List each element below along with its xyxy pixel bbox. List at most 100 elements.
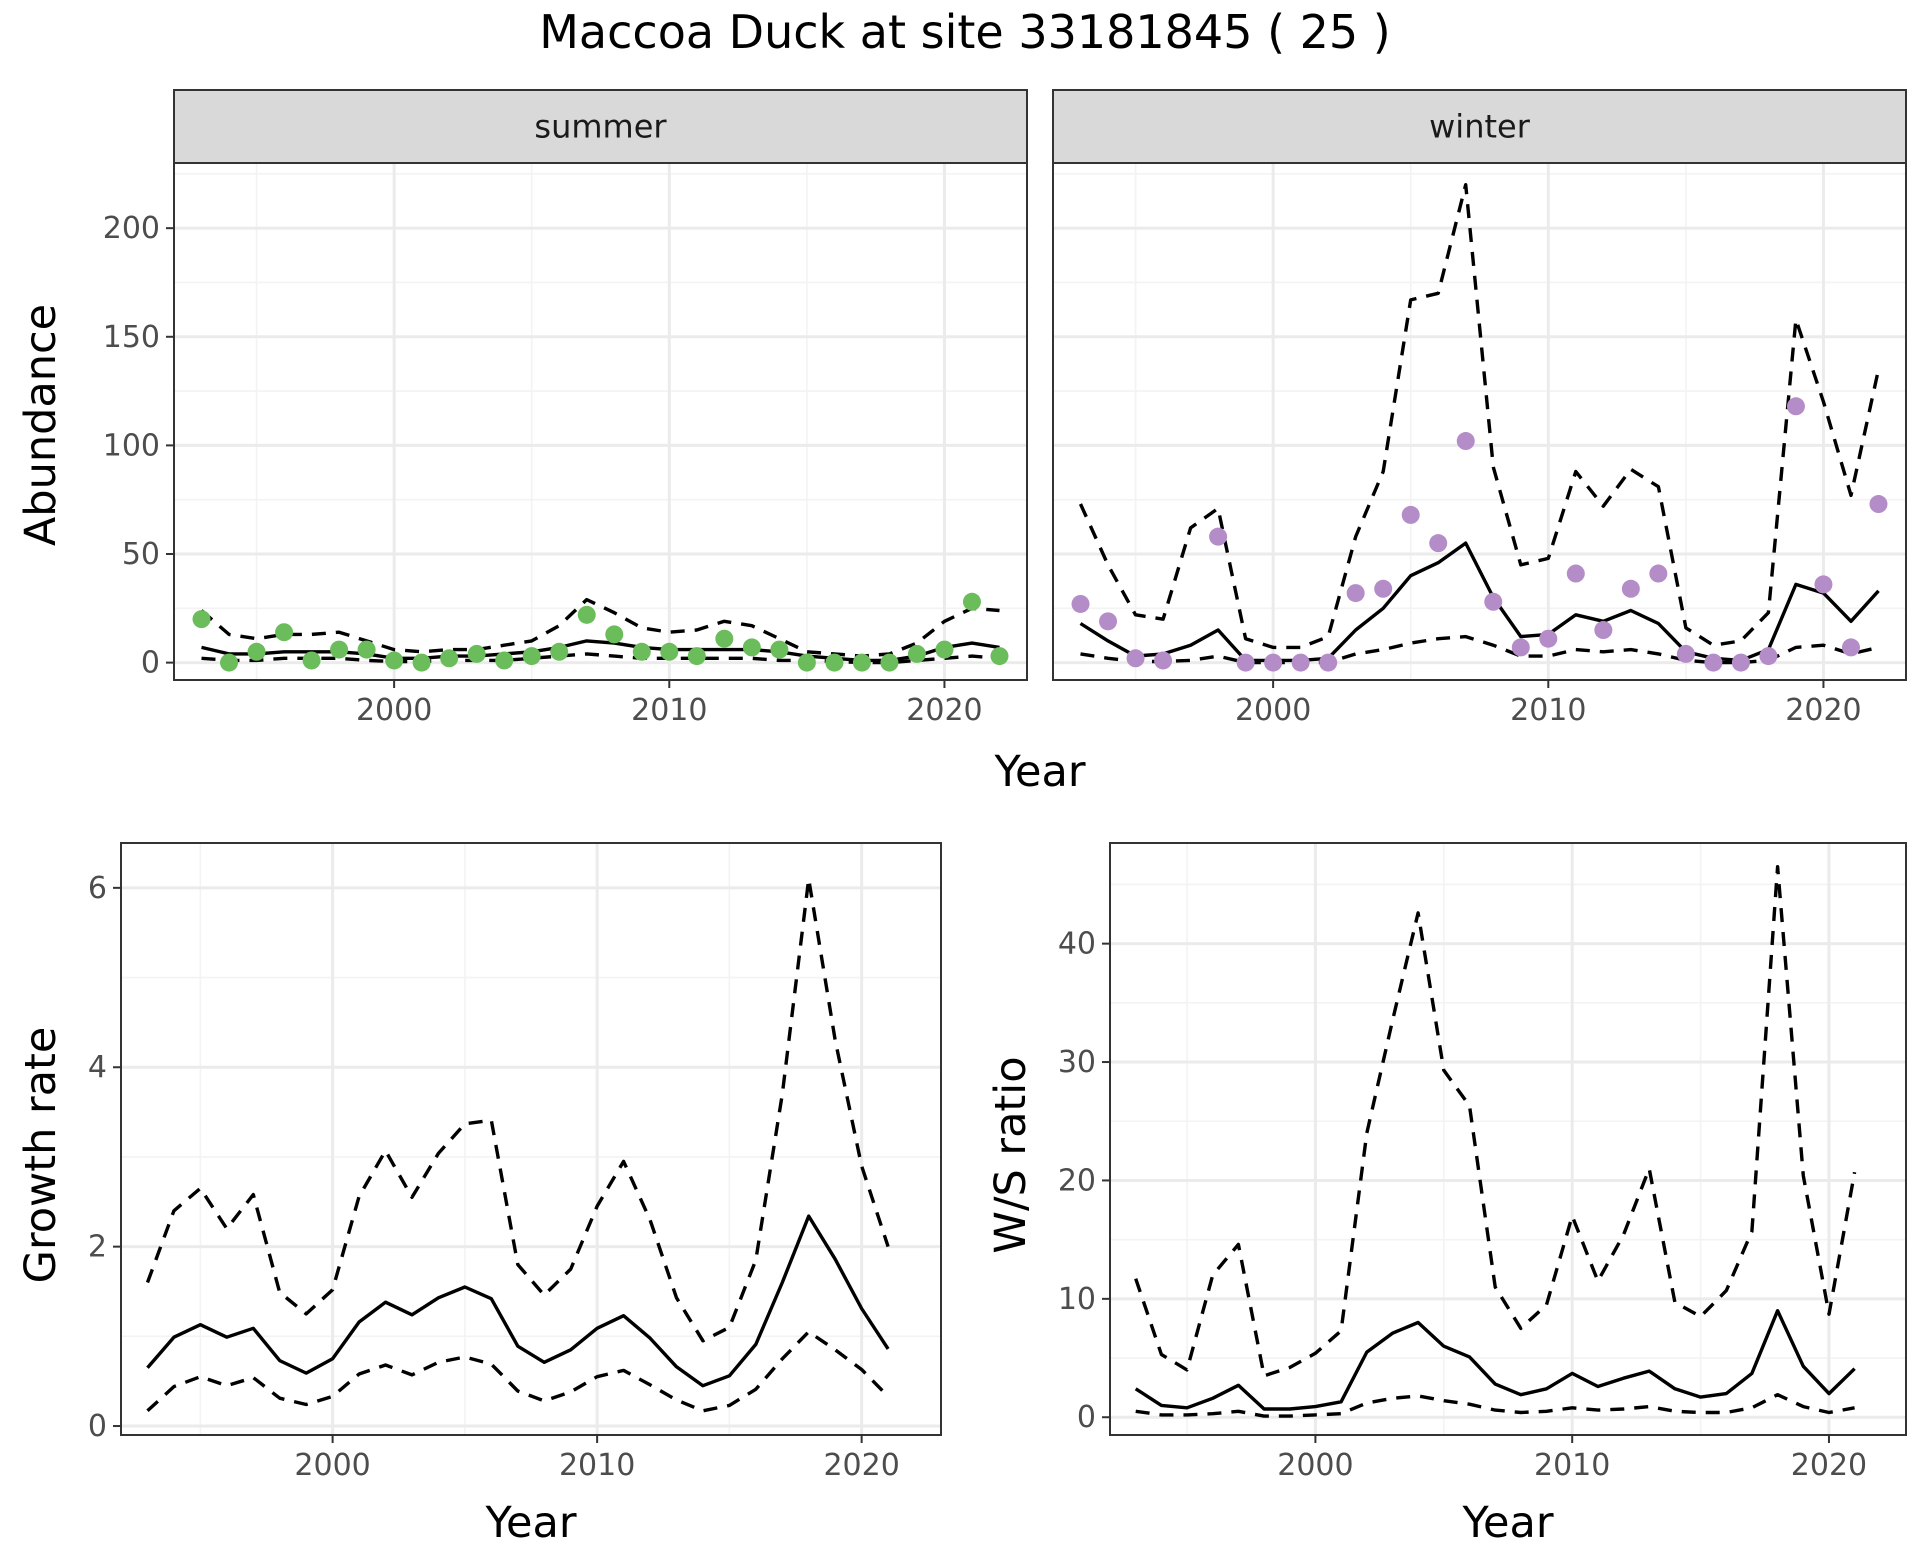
facet-strip-label: winter <box>1429 108 1531 146</box>
observed-point <box>990 647 1009 666</box>
observed-point <box>1401 505 1420 524</box>
observed-point <box>440 649 459 668</box>
observed-point <box>1484 592 1503 611</box>
observed-point <box>907 644 926 663</box>
x-axis-title-growth-rate: Year <box>484 1498 576 1548</box>
observed-point <box>1099 612 1118 631</box>
observed-point <box>797 653 816 672</box>
y-tick-label: 100 <box>103 428 160 463</box>
observed-point <box>330 640 349 659</box>
y-tick-label: 0 <box>88 1409 107 1444</box>
y-tick-label: 0 <box>141 646 160 681</box>
x-tick-label: 2010 <box>1510 693 1586 728</box>
observed-point <box>1126 649 1145 668</box>
facet-strip-label: summer <box>534 108 667 146</box>
observed-point <box>605 625 624 644</box>
observed-point <box>1236 653 1255 672</box>
observed-point <box>1154 651 1173 670</box>
panel-abundance-summer: summer 2000 2010 2020 0 50 100 150 200 <box>103 89 1028 728</box>
observed-point <box>467 644 486 663</box>
observed-point <box>1511 638 1530 657</box>
lower-line <box>201 652 1000 665</box>
y-tick-label: 20 <box>1058 1163 1096 1198</box>
y-tick-label: 50 <box>122 537 160 572</box>
x-tick-label: 2000 <box>294 1448 370 1483</box>
observed-point <box>385 651 404 670</box>
y-tick-label: 4 <box>88 1050 107 1085</box>
lower-line <box>146 1330 890 1413</box>
x-tick-label: 2010 <box>1534 1448 1610 1483</box>
observed-point <box>1649 564 1668 583</box>
observed-point <box>220 653 239 672</box>
observed-point <box>660 642 679 661</box>
upper-line <box>145 877 890 1343</box>
observed-point <box>1319 653 1338 672</box>
observed-point <box>1676 644 1695 663</box>
facet-strip <box>173 89 1028 164</box>
upper-line <box>1078 183 1881 650</box>
y-tick-label: 200 <box>103 211 160 246</box>
observed-point <box>1594 621 1613 640</box>
x-tick-label: 2020 <box>1791 1448 1867 1483</box>
observed-point <box>852 653 871 672</box>
observed-point <box>962 592 981 611</box>
observed-point <box>522 647 541 666</box>
panel-growth-rate: 2000 2010 2020 0 2 4 6 <box>88 842 942 1483</box>
x-axis-title-ws-ratio: Year <box>1461 1498 1553 1548</box>
observed-point <box>1704 653 1723 672</box>
panel-border <box>120 842 942 1436</box>
plot-area <box>1053 163 1906 680</box>
observed-point <box>1209 527 1228 546</box>
x-tick-label: 2000 <box>1277 1448 1353 1483</box>
observed-point <box>742 638 761 657</box>
y-tick-label: 40 <box>1058 927 1096 962</box>
y-tick-label: 30 <box>1058 1045 1096 1080</box>
x-tick-label: 2000 <box>356 693 432 728</box>
observed-point <box>1346 584 1365 603</box>
x-axis-title-abundance: Year <box>993 747 1085 797</box>
y-tick-label: 0 <box>1077 1400 1096 1435</box>
observed-point <box>1071 594 1090 613</box>
observed-point <box>1731 653 1750 672</box>
facet-strip <box>1052 89 1907 164</box>
observed-point <box>880 653 899 672</box>
observed-point <box>1264 653 1283 672</box>
observed-point <box>1786 397 1805 416</box>
observed-point <box>1456 432 1475 451</box>
observed-point <box>1374 579 1393 598</box>
estimate-line <box>1134 1309 1856 1411</box>
observed-point <box>357 640 376 659</box>
plot-area <box>174 163 1027 680</box>
y-tick-label: 6 <box>88 871 107 906</box>
y-tick-label: 2 <box>88 1230 107 1265</box>
observed-point <box>687 647 706 666</box>
y-axis-title-abundance: Abundance <box>16 304 66 546</box>
y-tick-label: 150 <box>103 320 160 355</box>
upper-line <box>1134 865 1857 1378</box>
observed-point <box>1841 638 1860 657</box>
observed-point <box>770 640 789 659</box>
observed-point <box>1291 653 1310 672</box>
observed-point <box>935 640 954 659</box>
y-tick-label: 10 <box>1058 1282 1096 1317</box>
x-tick-label: 2020 <box>1785 693 1861 728</box>
observed-point <box>275 623 294 642</box>
observed-point <box>715 629 734 648</box>
panel-border <box>1109 842 1907 1436</box>
y-axis-title-ws-ratio: W/S ratio <box>986 1056 1036 1253</box>
observed-point <box>302 651 321 670</box>
observed-point <box>825 653 844 672</box>
observed-point <box>577 605 596 624</box>
x-tick-label: 2000 <box>1235 693 1311 728</box>
observed-point <box>1759 647 1778 666</box>
x-tick-label: 2020 <box>906 693 982 728</box>
panel-ws-ratio: 2000 2010 2020 0 10 20 30 40 <box>1058 842 1907 1483</box>
observed-point <box>412 653 431 672</box>
observed-point <box>1539 629 1558 648</box>
figure-title: Maccoa Duck at site 33181845 ( 25 ) <box>539 5 1391 59</box>
observed-point <box>632 642 651 661</box>
estimate-line <box>146 1214 890 1388</box>
observed-point <box>550 642 569 661</box>
x-tick-label: 2020 <box>823 1448 899 1483</box>
